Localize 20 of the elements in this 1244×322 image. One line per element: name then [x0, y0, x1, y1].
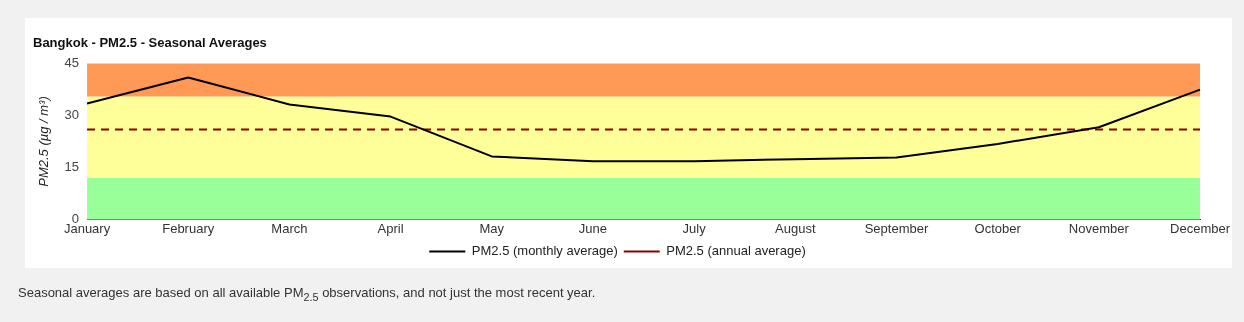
x-tick-label: May — [479, 220, 505, 236]
x-tick-label: April — [377, 220, 404, 236]
x-tick-label: February — [162, 220, 215, 236]
x-tick-label: October — [974, 220, 1022, 236]
text: Seasonal averages are based on all available PM$_{2.5}$ observations, and not just the most recent year. — [18, 285, 596, 303]
y-tick-label: 45 — [64, 55, 80, 71]
x-tick-label: March — [271, 220, 308, 236]
legend-label: PM2.5 (monthly average) — [471, 243, 618, 259]
y-tick-label: 30 — [64, 107, 80, 123]
x-tick-label: June — [578, 220, 608, 236]
legend-label: PM2.5 (annual average) — [666, 243, 806, 259]
x-tick-label: July — [682, 220, 707, 236]
y-axis-title: PM2.5 (µg / m³) — [36, 96, 52, 187]
x-tick-label: August — [775, 220, 816, 236]
x-tick-label: November — [1068, 220, 1130, 236]
y-tick-label: 0 — [71, 210, 80, 226]
x-tick-label: September — [864, 220, 929, 236]
y-tick-label: 15 — [64, 159, 80, 175]
x-tick-label: December — [1170, 220, 1231, 236]
chart-title: Bangkok - PM2.5 - Seasonal Averages — [33, 35, 267, 51]
